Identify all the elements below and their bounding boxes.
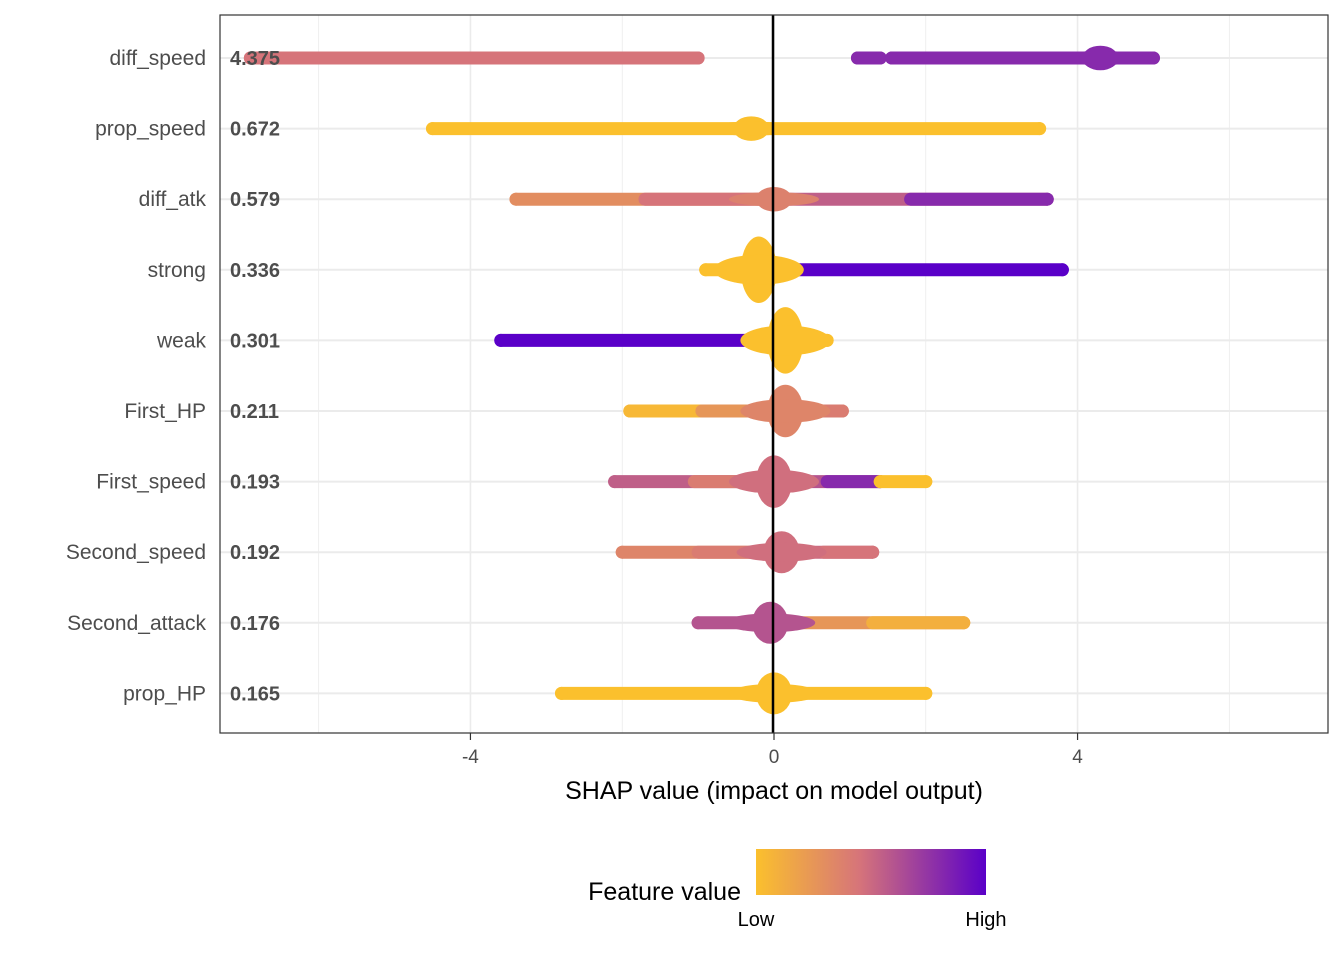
legend-colorbar <box>756 849 986 895</box>
mean-shap-label: 0.336 <box>230 260 280 282</box>
x-tick-label: 0 <box>769 747 780 768</box>
legend-high-label: High <box>965 909 1006 931</box>
feature-row-First_HP <box>623 384 849 438</box>
shap-point <box>425 122 439 136</box>
feature-label: diff_speed <box>109 47 206 70</box>
mean-shap-label: 0.301 <box>230 330 280 352</box>
feature-label: diff_atk <box>139 188 207 211</box>
feature-labels: diff_speed 4.375 prop_speed 0.672 diff_atk 0.… <box>66 47 280 705</box>
mean-shap-label: 4.375 <box>230 48 280 70</box>
feature-row-Second_attack <box>691 601 971 644</box>
shap-point <box>623 404 637 418</box>
shap-point <box>691 51 705 65</box>
shap-point <box>555 686 569 700</box>
shap-point <box>873 475 887 489</box>
shap-point <box>873 51 887 65</box>
feature-label: prop_HP <box>123 682 206 705</box>
mean-shap-label: 0.579 <box>230 189 280 211</box>
shap-point <box>1055 263 1069 277</box>
shap-point <box>1146 51 1160 65</box>
shap-density-bulge <box>706 121 797 136</box>
feature-label: First_speed <box>96 471 206 494</box>
x-tick-label: 4 <box>1072 747 1083 768</box>
shap-density-bulge <box>713 254 804 285</box>
x-tick-label: -4 <box>462 747 479 768</box>
mean-shap-label: 0.176 <box>230 613 280 635</box>
shap-point <box>866 545 880 559</box>
shap-point <box>509 192 523 206</box>
shap-point <box>835 404 849 418</box>
feature-row-diff_speed <box>243 45 1160 71</box>
feature-label: strong <box>148 259 206 282</box>
shap-point <box>919 686 933 700</box>
shap-point <box>608 475 622 489</box>
shap-point <box>1033 122 1047 136</box>
shap-density-bulge <box>725 613 816 633</box>
shap-density-bulge <box>1055 51 1146 65</box>
shap-density-bulge <box>740 325 831 356</box>
feature-label: Second_attack <box>67 612 206 635</box>
feature-row-weak <box>494 307 834 374</box>
mean-shap-label: 0.193 <box>230 472 280 494</box>
feature-row-Second_speed <box>615 531 880 574</box>
x-axis-title: SHAP value (impact on model output) <box>565 777 983 805</box>
shap-point <box>957 616 971 630</box>
shap-point <box>919 475 933 489</box>
shap-point <box>885 51 899 65</box>
shap-density-bulge <box>736 542 827 562</box>
shap-point <box>494 333 508 347</box>
shap-point <box>615 545 629 559</box>
feature-row-First_speed <box>608 455 933 508</box>
legend-low-label: Low <box>738 909 775 931</box>
feature-label: prop_speed <box>95 118 206 141</box>
shap-point <box>243 51 257 65</box>
feature-label: First_HP <box>124 400 206 423</box>
mean-shap-label: 0.165 <box>230 683 280 705</box>
legend: Feature value Low High <box>588 849 1007 931</box>
shap-point <box>850 51 864 65</box>
mean-shap-label: 0.192 <box>230 542 280 564</box>
shap-point <box>691 616 705 630</box>
x-axis-ticks: -4 0 4 <box>462 733 1083 768</box>
shap-point <box>699 263 713 277</box>
feature-row-strong <box>699 236 1069 304</box>
shap-points <box>243 45 1160 715</box>
shap-density-bulge <box>740 399 831 423</box>
legend-title: Feature value <box>588 878 741 906</box>
mean-shap-label: 0.672 <box>230 119 280 141</box>
shap-point <box>1040 192 1054 206</box>
feature-row-diff_atk <box>509 186 1054 212</box>
mean-shap-label: 0.211 <box>230 401 279 423</box>
feature-label: weak <box>156 329 207 352</box>
feature-label: Second_speed <box>66 541 206 564</box>
